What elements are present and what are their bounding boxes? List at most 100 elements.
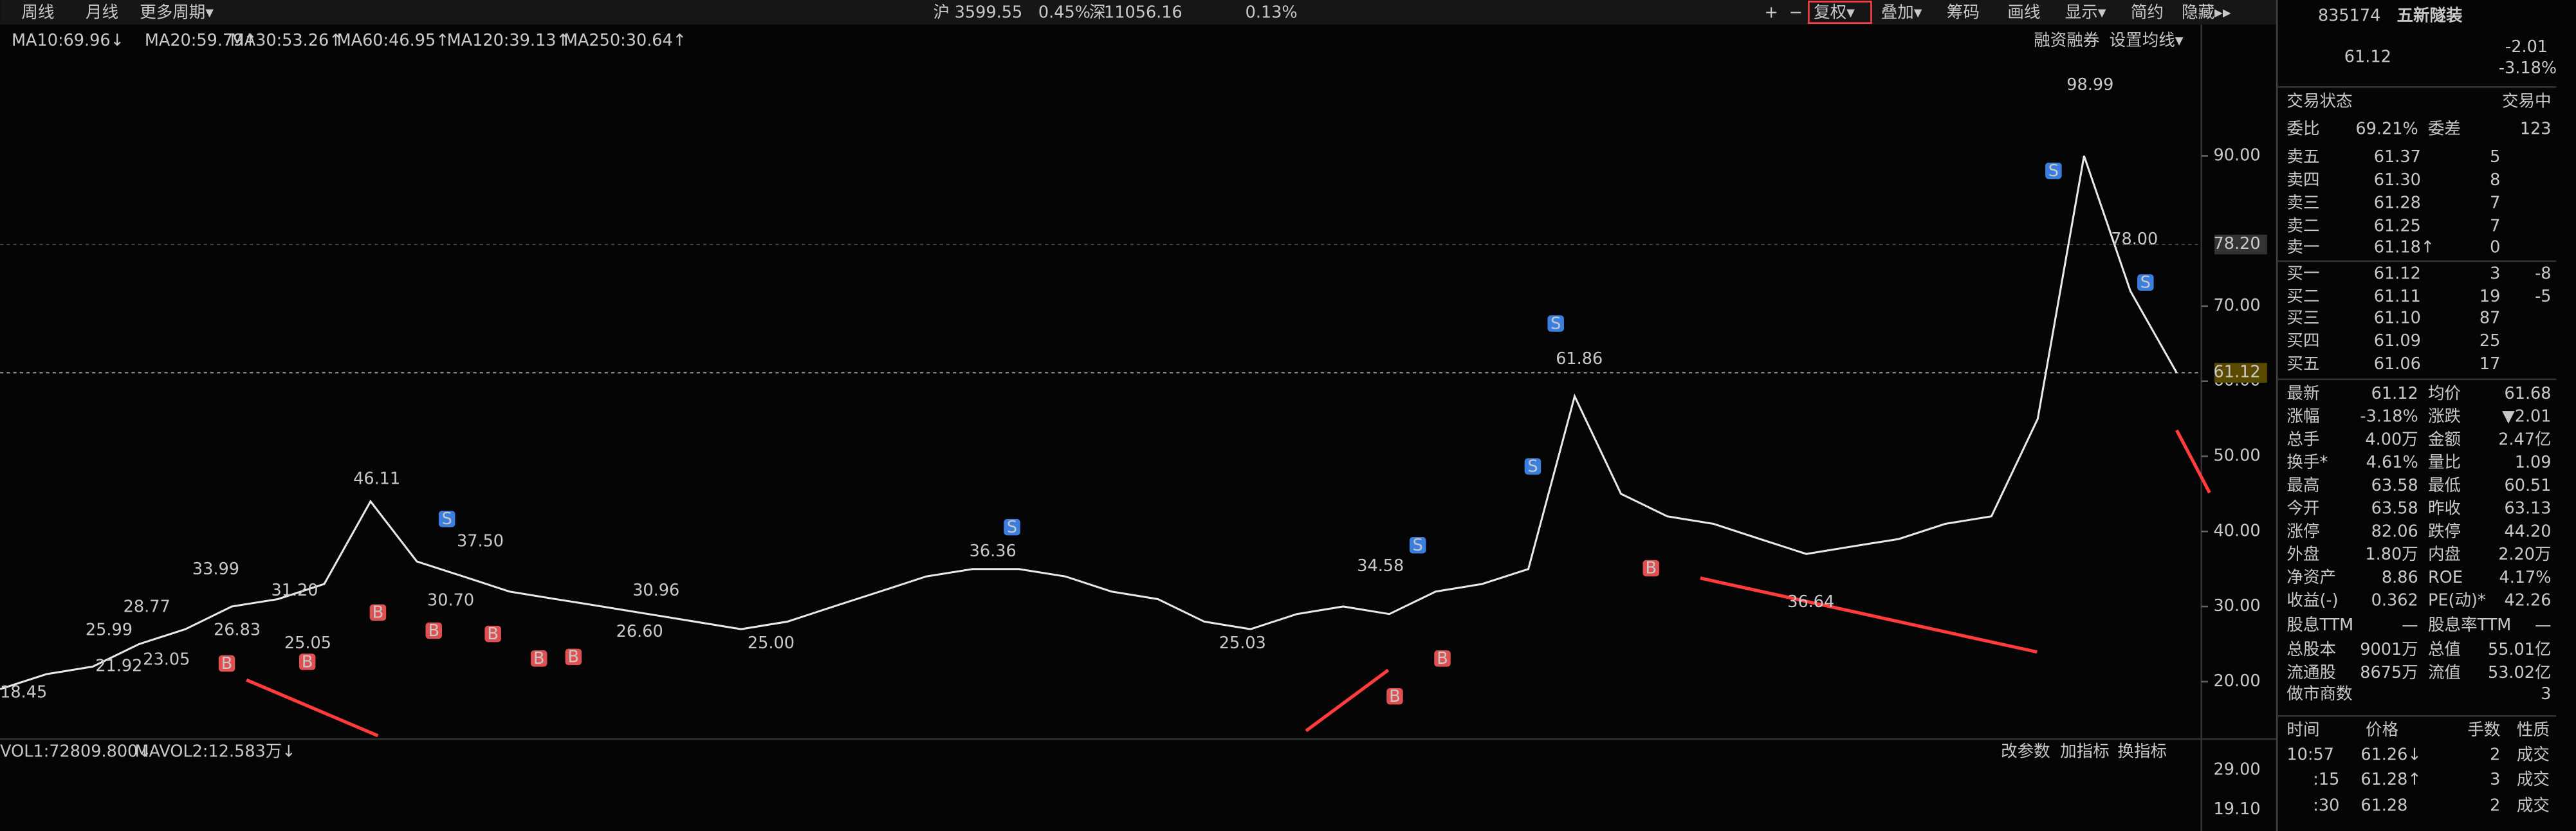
arrow <box>1700 576 2038 654</box>
trade-volume: 2 <box>2490 796 2500 816</box>
price-annotation: 26.83 <box>214 620 261 639</box>
arrow <box>2175 429 2211 494</box>
y-tick-label: 50.00 <box>2214 446 2261 465</box>
stat-label: 总手 <box>2286 430 2319 449</box>
stat-value: 63.58 <box>2371 499 2418 518</box>
signal-badge <box>1386 688 1403 705</box>
price-annotation: 61.86 <box>1556 349 1603 369</box>
ask-volume: 8 <box>2490 170 2500 190</box>
y-tick-label: 20.00 <box>2214 671 2261 691</box>
bid-change: -8 <box>2535 264 2551 283</box>
toolbar-button[interactable]: 简约 <box>2131 3 2164 22</box>
price-annotation: 23.05 <box>143 650 190 669</box>
stat-label: 流值 <box>2428 663 2461 682</box>
stat-label: 量比 <box>2428 453 2461 472</box>
change: -2.01 <box>2505 37 2548 57</box>
bid-label: 买五 <box>2286 354 2319 374</box>
trade-time: :30 <box>2313 796 2339 816</box>
last-price: 61.12 <box>2344 47 2391 66</box>
trades-header: 性质 <box>2517 720 2550 740</box>
toolbar-button[interactable]: 复权▾ <box>1814 3 1855 22</box>
stat-label: 今开 <box>2286 499 2319 518</box>
signal-badge <box>1409 536 1426 554</box>
ma-label: MA60:46.95↑ <box>337 31 450 50</box>
price-annotation: 25.05 <box>284 634 331 653</box>
index-value: 11056.16 <box>1104 3 1182 22</box>
toolbar-button[interactable]: 显示▾ <box>2065 3 2106 22</box>
signal-label: S <box>442 509 452 529</box>
stat-label: 涨停 <box>2286 522 2319 541</box>
y-tick-label: 40.00 <box>2214 521 2261 540</box>
period-tab[interactable]: 更多周期▾ <box>140 3 214 22</box>
indicator-button[interactable]: 改参数 <box>2001 742 2050 761</box>
signal-badge <box>1524 458 1541 475</box>
bid-change: -5 <box>2535 287 2551 306</box>
price-annotation: 25.03 <box>1219 634 1266 653</box>
toolbar-button[interactable]: + <box>1764 3 1778 22</box>
arrows <box>246 429 2211 738</box>
period-tab[interactable]: 月线 <box>86 3 118 22</box>
bid-price: 61.09 <box>2374 331 2421 351</box>
signal-badge <box>1434 650 1451 667</box>
toolbar-button[interactable]: 隐藏▸▸ <box>2182 3 2231 22</box>
toolbar-button[interactable]: 画线 <box>2007 3 2040 22</box>
price-annotation: 34.58 <box>1357 556 1404 576</box>
stat-value: 61.12 <box>2371 384 2418 403</box>
stat-label: 最新 <box>2286 384 2319 403</box>
stat-value: 55.01亿 <box>2488 640 2552 659</box>
chart-link[interactable]: 融资融券 <box>2034 31 2099 50</box>
ask-label: 卖三 <box>2286 194 2319 213</box>
stat-label: 内盘 <box>2428 545 2461 564</box>
stat-value: ▼2.01 <box>2502 407 2551 426</box>
chart-link[interactable]: 设置均线▾ <box>2110 31 2184 50</box>
stat-label: 净资产 <box>2286 568 2336 587</box>
ratio: 69.21% <box>2355 120 2418 139</box>
volume-tick-label: 29.00 <box>2214 760 2261 780</box>
stat-label: 涨跌 <box>2428 407 2461 426</box>
stat-value: 0.362 <box>2371 591 2418 610</box>
y-tick-label: 90.00 <box>2214 145 2261 165</box>
ma-label: MA20:59.79↑ <box>145 31 257 50</box>
signal-badge <box>425 622 443 639</box>
trades-header: 手数 <box>2467 720 2500 740</box>
stat-label: 股息TTM <box>2286 616 2353 635</box>
signal-badge <box>1642 560 1660 577</box>
stat-label: 总股本 <box>2286 640 2336 659</box>
stat-value: 63.58 <box>2371 476 2418 495</box>
volume-label: VOL1:72809.800↓ <box>0 742 152 761</box>
bid-label: 买三 <box>2286 308 2319 327</box>
ma-label: MA10:69.96↓ <box>12 31 124 50</box>
signal-label: B <box>302 652 313 671</box>
indicator-button[interactable]: 换指标 <box>2117 742 2167 761</box>
period-tab[interactable]: 周线 <box>21 3 54 22</box>
price-box <box>2214 363 2267 383</box>
stat-value: 61.68 <box>2504 384 2551 403</box>
toolbar-button[interactable]: − <box>1789 3 1803 22</box>
stat-value: 8.86 <box>2382 568 2418 587</box>
price-annotation: 37.50 <box>457 532 504 551</box>
field-label: 委差 <box>2428 120 2461 139</box>
toolbar-button[interactable]: 叠加▾ <box>1881 3 1922 22</box>
index-name: 沪 <box>933 3 950 22</box>
price-annotation: 28.77 <box>124 598 170 617</box>
trade-type: 成交 <box>2517 796 2550 816</box>
price-annotation: 26.60 <box>616 622 663 641</box>
stat-label: 换手* <box>2286 453 2328 472</box>
status: 交易中 <box>2502 91 2552 111</box>
indicator-button[interactable]: 加指标 <box>2060 742 2110 761</box>
index-name: 深 <box>1089 3 1106 22</box>
toolbar-button[interactable]: 筹码 <box>1947 3 1980 22</box>
ask-volume: 0 <box>2490 238 2500 257</box>
price-annotation: 36.64 <box>1787 592 1834 612</box>
stat-label: PE(动)* <box>2428 591 2486 610</box>
signal-label: B <box>373 603 384 623</box>
stat-label: 流通股 <box>2286 663 2336 682</box>
stat-value: 4.61% <box>2366 453 2418 472</box>
stat-label: ROE <box>2428 568 2463 587</box>
signal-badge <box>299 653 316 670</box>
bid-volume: 17 <box>2479 354 2500 374</box>
trade-price: 61.28↑ <box>2360 770 2421 789</box>
price-mark-label: 78.20 <box>2214 234 2261 253</box>
